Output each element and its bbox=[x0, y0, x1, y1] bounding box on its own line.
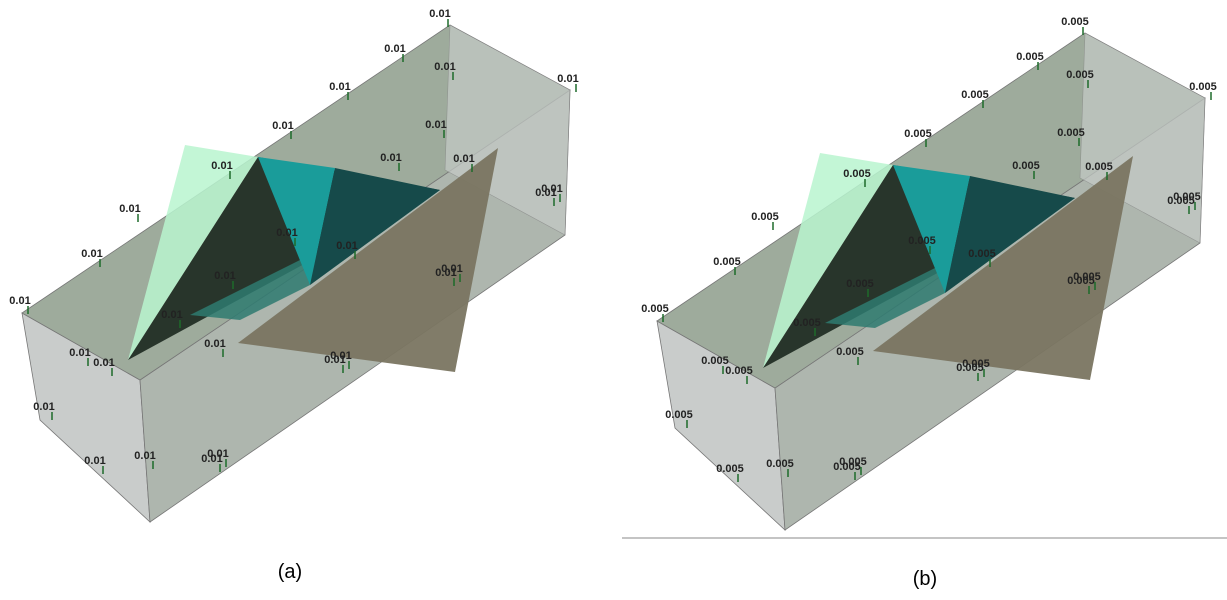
mesh-size-label: 0.01 bbox=[276, 227, 297, 239]
mesh-size-label: 0.005 bbox=[1189, 81, 1217, 93]
mesh-size-label: 0.005 bbox=[641, 303, 669, 315]
mesh-size-label: 0.01 bbox=[557, 73, 578, 85]
mesh-size-label: 0.01 bbox=[272, 120, 293, 132]
mesh-size-label: 0.005 bbox=[766, 458, 794, 470]
mesh-size-label: 0.01 bbox=[84, 455, 105, 467]
mesh-size-label: 0.005 bbox=[839, 456, 867, 468]
mesh-size-label: 0.01 bbox=[93, 357, 114, 369]
mesh-size-label: 0.01 bbox=[336, 240, 357, 252]
panel-a-mesh bbox=[21, 24, 571, 523]
mesh-size-label: 0.005 bbox=[968, 248, 996, 260]
mesh-size-label: 0.005 bbox=[1067, 275, 1095, 287]
mesh-size-label: 0.005 bbox=[833, 461, 861, 473]
mesh-size-label: 0.01 bbox=[384, 43, 405, 55]
labels: 0.010.010.010.010.010.01 0.010.010.01 0.01… bbox=[9, 8, 1217, 482]
mesh-size-label: 0.005 bbox=[713, 256, 741, 268]
mesh-size-label: 0.01 bbox=[429, 8, 450, 20]
mesh-size-label: 0.01 bbox=[441, 263, 462, 275]
mesh-size-label: 0.005 bbox=[908, 235, 936, 247]
mesh-size-label: 0.01 bbox=[119, 203, 140, 215]
caption: (b) bbox=[913, 568, 937, 590]
mesh-size-label: 0.005 bbox=[793, 317, 821, 329]
mesh-size-label: 0.01 bbox=[69, 347, 90, 359]
mesh-size-label: 0.01 bbox=[211, 160, 232, 172]
mesh-size-label: 0.005 bbox=[701, 355, 729, 367]
panel-b-mesh bbox=[656, 32, 1206, 531]
mesh-size-label: 0.01 bbox=[541, 183, 562, 195]
mesh-size-label: 0.005 bbox=[1061, 16, 1089, 28]
mesh-size-label: 0.01 bbox=[9, 295, 30, 307]
mesh-size-label: 0.005 bbox=[1167, 195, 1195, 207]
mesh-size-label: 0.005 bbox=[1057, 127, 1085, 139]
mesh-size-label: 0.005 bbox=[836, 346, 864, 358]
mesh-size-label: 0.005 bbox=[1073, 271, 1101, 283]
mesh-size-label: 0.01 bbox=[161, 309, 182, 321]
mesh-size-label: 0.005 bbox=[1016, 51, 1044, 63]
mesh-size-label: 0.005 bbox=[751, 211, 779, 223]
mesh-size-label: 0.01 bbox=[207, 448, 228, 460]
mesh-size-label: 0.005 bbox=[956, 362, 984, 374]
mesh-size-label: 0.005 bbox=[904, 128, 932, 140]
mesh-size-label: 0.01 bbox=[33, 401, 54, 413]
mesh-size-label: 0.005 bbox=[1173, 191, 1201, 203]
mesh-size-label: 0.01 bbox=[134, 450, 155, 462]
mesh-size-label: 0.005 bbox=[962, 358, 990, 370]
mesh-size-label: 0.005 bbox=[1066, 69, 1094, 81]
mesh-size-label: 0.005 bbox=[716, 463, 744, 475]
mesh-size-label: 0.005 bbox=[1085, 161, 1113, 173]
mesh-size-label: 0.005 bbox=[665, 409, 693, 421]
mesh-size-label: 0.01 bbox=[330, 350, 351, 362]
mesh-size-label: 0.01 bbox=[535, 187, 556, 199]
mesh-size-label: 0.01 bbox=[324, 354, 345, 366]
mesh-size-label: 0.005 bbox=[725, 365, 753, 377]
mesh-size-label: 0.005 bbox=[961, 89, 989, 101]
mesh-size-label: 0.005 bbox=[843, 168, 871, 180]
mesh-size-label: 0.01 bbox=[453, 153, 474, 165]
mesh-size-label: 0.01 bbox=[204, 338, 225, 350]
mesh-size-label: 0.01 bbox=[380, 152, 401, 164]
mesh-size-label: 0.005 bbox=[1012, 160, 1040, 172]
mesh-size-label: 0.01 bbox=[214, 270, 235, 282]
mesh-size-label: 0.005 bbox=[846, 278, 874, 290]
mesh-size-label: 0.01 bbox=[329, 81, 350, 93]
mesh-size-label: 0.01 bbox=[81, 248, 102, 260]
mesh-size-label: 0.01 bbox=[425, 119, 446, 131]
caption: (a) bbox=[278, 561, 302, 583]
mesh-size-label: 0.01 bbox=[201, 453, 222, 465]
mesh-size-label: 0.01 bbox=[435, 267, 456, 279]
mesh-size-label: 0.01 bbox=[434, 61, 455, 73]
